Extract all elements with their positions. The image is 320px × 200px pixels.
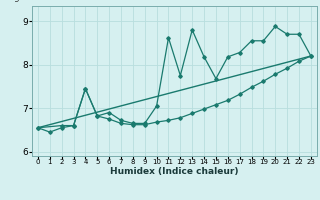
Text: 9: 9 xyxy=(13,0,19,4)
X-axis label: Humidex (Indice chaleur): Humidex (Indice chaleur) xyxy=(110,167,239,176)
